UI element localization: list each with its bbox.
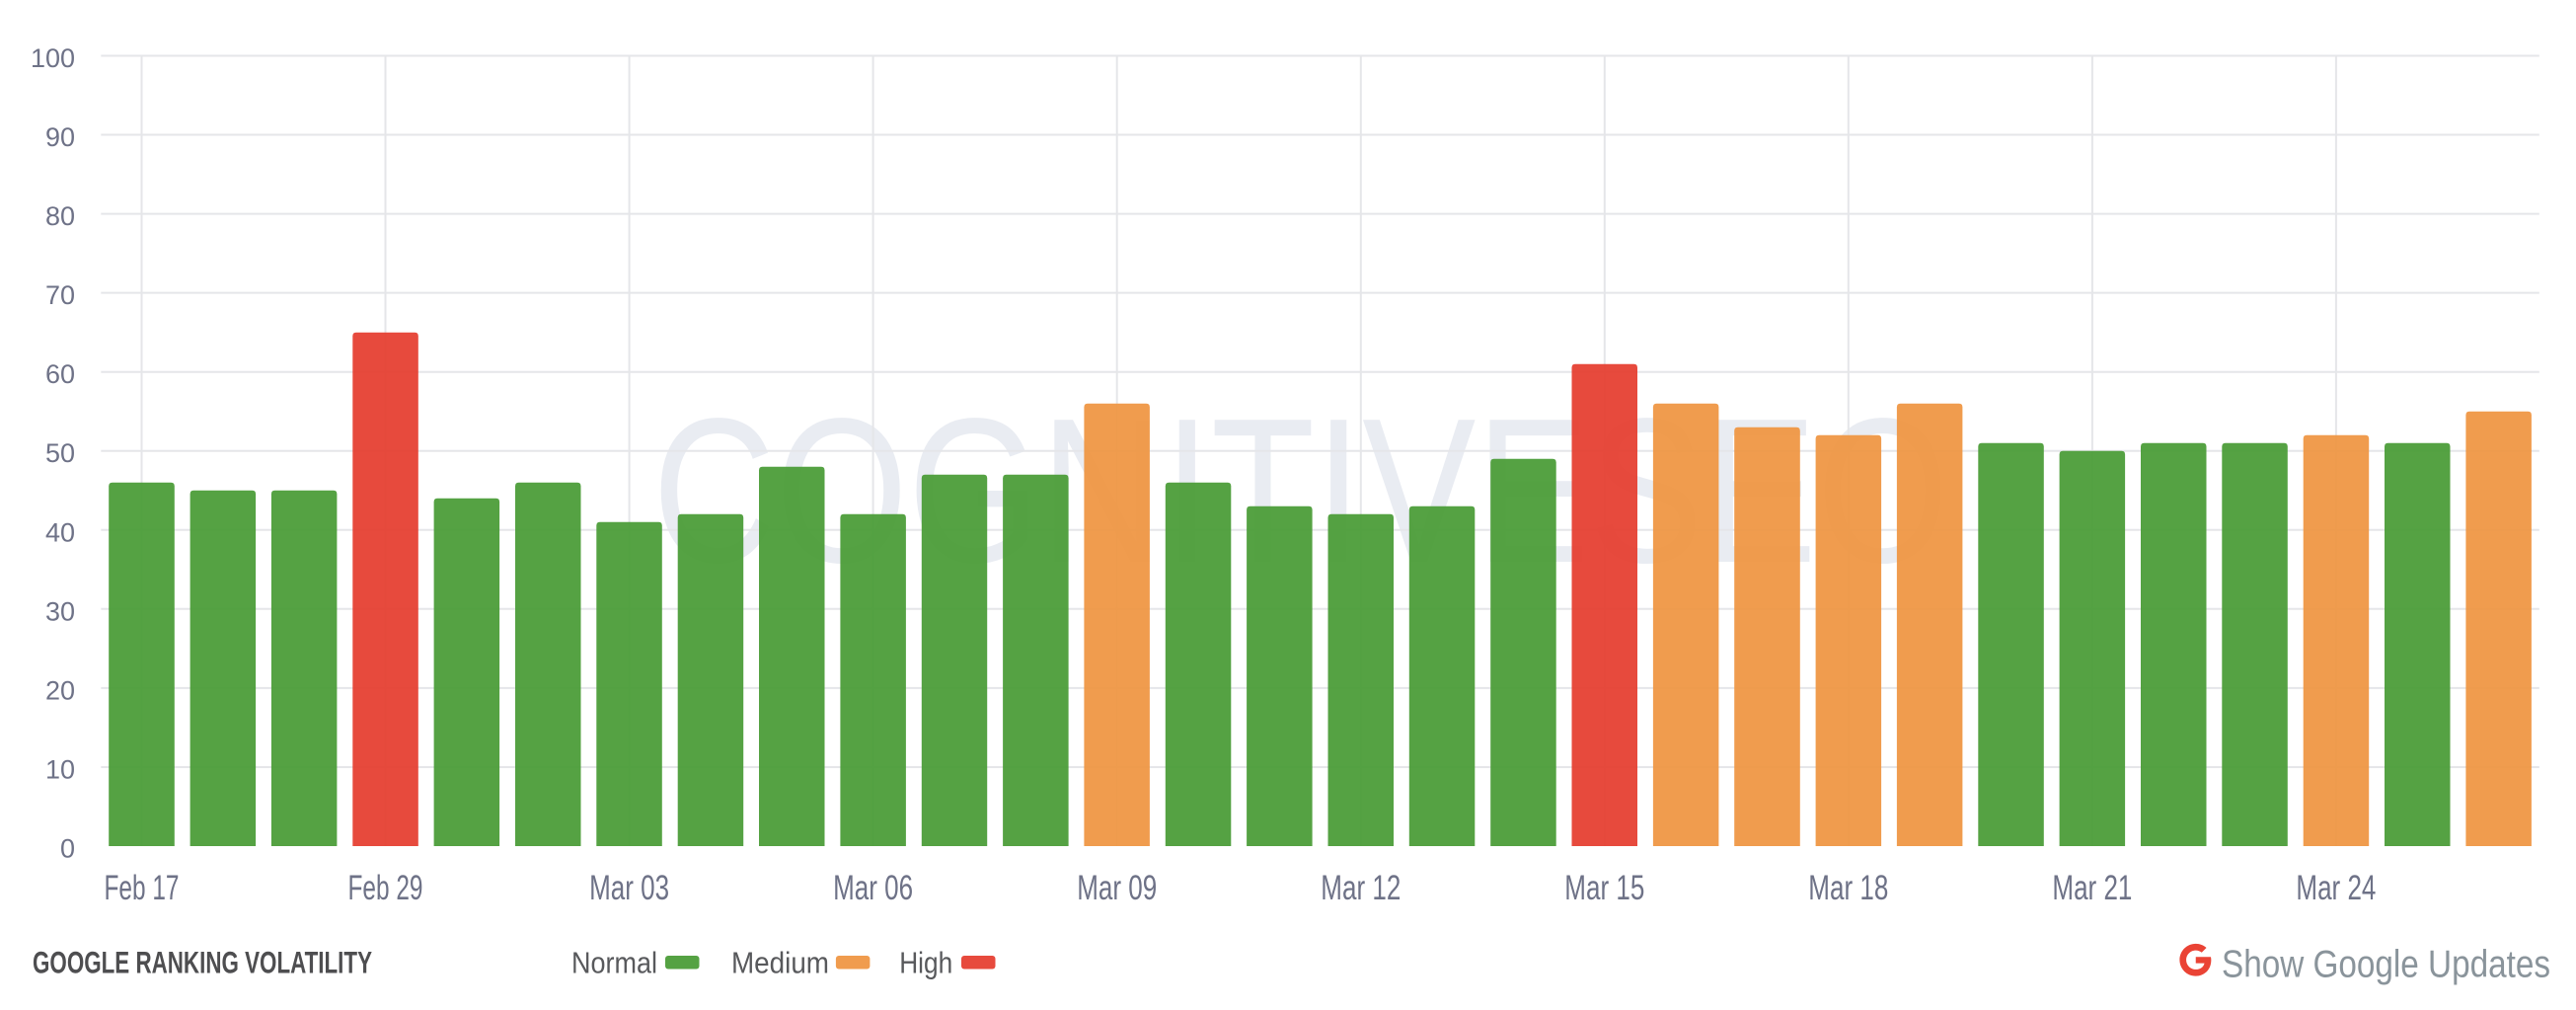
svg-text:Mar 15: Mar 15 (1564, 868, 1644, 907)
svg-text:10: 10 (45, 755, 75, 785)
svg-text:70: 70 (45, 280, 75, 310)
svg-text:Mar 09: Mar 09 (1077, 868, 1157, 907)
svg-text:Feb 17: Feb 17 (105, 868, 180, 907)
svg-text:Mar 21: Mar 21 (2052, 868, 2132, 907)
svg-text:100: 100 (31, 43, 75, 73)
svg-text:60: 60 (45, 359, 75, 389)
svg-text:30: 30 (45, 596, 75, 626)
svg-text:Normal: Normal (571, 946, 657, 980)
svg-text:80: 80 (45, 201, 75, 231)
svg-text:0: 0 (60, 834, 75, 864)
svg-text:Mar 18: Mar 18 (1808, 868, 1888, 907)
svg-text:Mar 06: Mar 06 (833, 868, 913, 907)
svg-text:Medium: Medium (731, 946, 829, 980)
svg-text:40: 40 (45, 517, 75, 547)
svg-text:Feb 29: Feb 29 (348, 868, 423, 907)
svg-text:GOOGLE RANKING VOLATILITY: GOOGLE RANKING VOLATILITY (33, 945, 372, 980)
svg-text:Mar 24: Mar 24 (2296, 868, 2376, 907)
svg-text:Show Google Updates: Show Google Updates (2222, 943, 2550, 985)
svg-text:20: 20 (45, 675, 75, 705)
svg-text:High: High (899, 946, 952, 980)
svg-text:Mar 12: Mar 12 (1321, 868, 1401, 907)
svg-text:Mar 03: Mar 03 (589, 868, 669, 907)
svg-text:90: 90 (45, 122, 75, 152)
svg-text:50: 50 (45, 438, 75, 468)
